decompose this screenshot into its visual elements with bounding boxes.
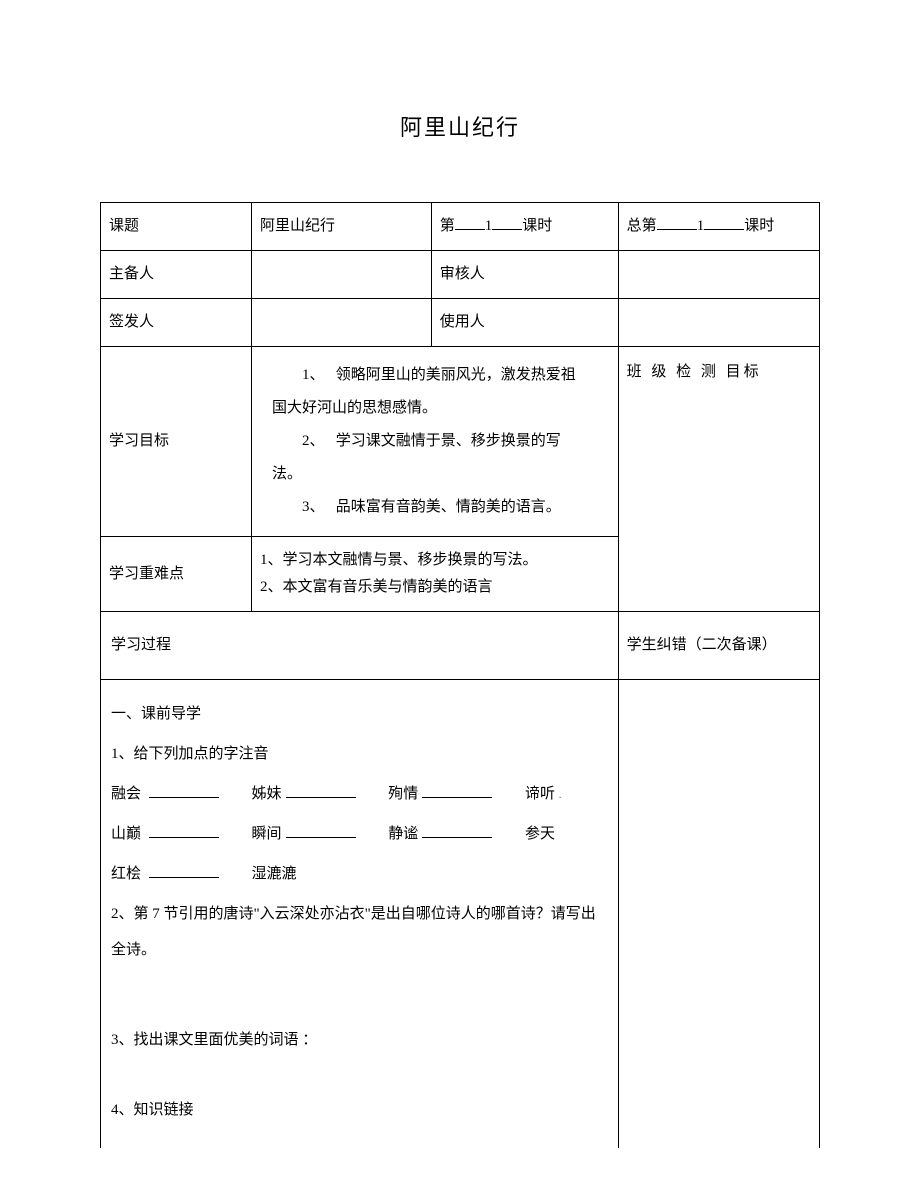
objectives-row: 学习目标 1、 领略阿里山的美丽风光，激发热爱祖 国大好河山的思想感情。 2、 … — [101, 347, 820, 537]
obj1-text: 领略阿里山的美丽风光，激发热爱祖 — [336, 367, 576, 383]
obj1-num: 1、 — [302, 367, 325, 383]
objectives-label: 学习目标 — [101, 347, 252, 537]
q3-text: 3、找出课文里面优美的词语 ： — [111, 1022, 608, 1058]
total-suffix: 课时 — [744, 218, 774, 234]
process-table: 学习过程 学生纠错（二次备课） 一、课前导学 1、给下列加点的字注音 融会 姊妹… — [100, 612, 820, 1148]
obj2-cont: 法。 — [272, 458, 608, 491]
issuer-label: 签发人 — [101, 299, 252, 347]
class-test-target: 班 级 检 测 目标 — [618, 347, 819, 612]
word-diting: 谛听 — [525, 786, 555, 802]
obj2-text: 学习课文融情于景、移步换景的写 — [336, 433, 561, 449]
period-num: 1 — [485, 218, 493, 234]
preparer-value — [251, 251, 431, 299]
topic-value: 阿里山纪行 — [251, 203, 431, 251]
issuer-value — [251, 299, 431, 347]
total-num: 1 — [697, 218, 705, 234]
word-shunjian: 瞬间 — [252, 826, 282, 842]
user-label: 使用人 — [431, 299, 618, 347]
header-row-3: 签发人 使用人 — [101, 299, 820, 347]
word-shilulu: 湿漉漉 — [252, 866, 297, 882]
words-row1: 融会 姊妹 殉情 谛听 . — [111, 776, 608, 812]
word-honghui: 红桧 — [111, 866, 141, 882]
header-row-1: 课题 阿里山纪行 第 1 课时 总第 1 课时 — [101, 203, 820, 251]
content-main: 一、课前导学 1、给下列加点的字注音 融会 姊妹 殉情 谛听 . 山巅 瞬间 静… — [101, 680, 619, 1149]
lesson-plan-table: 课题 阿里山纪行 第 1 课时 总第 1 课时 主备人 审核人 签发人 使用人 学习目标… — [100, 202, 820, 612]
reviewer-label: 审核人 — [431, 251, 618, 299]
words-row2: 山巅 瞬间 静谧 参天 — [111, 816, 608, 852]
content-row: 一、课前导学 1、给下列加点的字注音 融会 姊妹 殉情 谛听 . 山巅 瞬间 静… — [101, 680, 820, 1149]
header-row-2: 主备人 审核人 — [101, 251, 820, 299]
process-label: 学习过程 — [101, 612, 619, 680]
period-prefix: 第 — [440, 218, 455, 234]
objectives-content: 1、 领略阿里山的美丽风光，激发热爱祖 国大好河山的思想感情。 2、 学习课文融… — [251, 347, 618, 537]
word-jingmi: 静谧 — [388, 826, 418, 842]
preparer-label: 主备人 — [101, 251, 252, 299]
reviewer-value — [618, 251, 819, 299]
obj1-cont: 国大好河山的思想感情。 — [272, 392, 608, 425]
words-row3: 红桧 湿漉漉 — [111, 856, 608, 892]
obj3-num: 3、 — [302, 499, 325, 515]
period-cell: 第 1 课时 — [431, 203, 618, 251]
q1-label: 1、给下列加点的字注音 — [111, 736, 608, 772]
word-xunqing: 殉情 — [388, 786, 418, 802]
difficulties-content: 1、学习本文融情与景、移步换景的写法。 2、本文富有音乐美与情韵美的语言 — [251, 537, 618, 612]
document-title: 阿里山纪行 — [100, 110, 820, 142]
word-cantian: 参天 — [525, 826, 555, 842]
total-prefix: 总第 — [627, 218, 657, 234]
total-period-cell: 总第 1 课时 — [618, 203, 819, 251]
topic-label: 课题 — [101, 203, 252, 251]
section1-title: 一、课前导学 — [111, 696, 608, 732]
diff-line1: 1、学习本文融情与景、移步换景的写法。 — [260, 547, 610, 574]
q2-text: 2、第 7 节引用的唐诗"入云深处亦沾衣"是出自哪位诗人的哪首诗？请写出全诗。 — [111, 896, 608, 968]
word-shandian: 山巅 — [111, 826, 141, 842]
word-ronghui: 融会 — [111, 786, 141, 802]
q4-text: 4、知识链接 — [111, 1092, 608, 1128]
diff-line2: 2、本文富有音乐美与情韵美的语言 — [260, 574, 610, 601]
obj3-text: 品味富有音韵美、情韵美的语言。 — [336, 499, 561, 515]
difficulties-label: 学习重难点 — [101, 537, 252, 612]
green-mark-icon: . — [559, 790, 562, 801]
obj2-num: 2、 — [302, 433, 325, 449]
process-header-row: 学习过程 学生纠错（二次备课） — [101, 612, 820, 680]
word-zimei: 姊妹 — [252, 786, 282, 802]
period-suffix: 课时 — [522, 218, 552, 234]
process-right-label: 学生纠错（二次备课） — [618, 612, 819, 680]
user-value — [618, 299, 819, 347]
content-right — [618, 680, 819, 1149]
